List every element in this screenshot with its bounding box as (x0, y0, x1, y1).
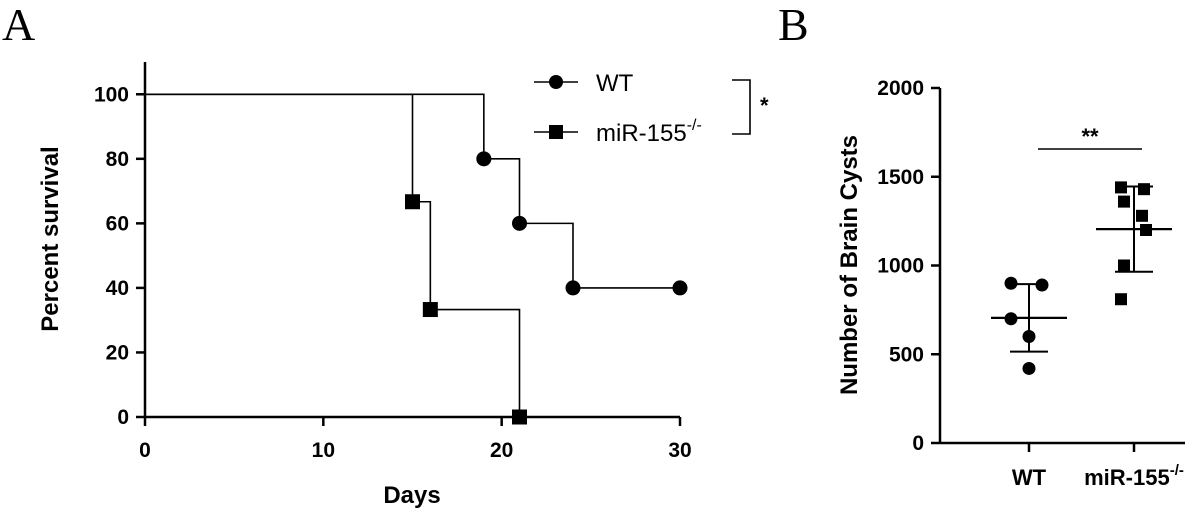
panel-b-x-tick-label-mir155: miR-155-/- (1084, 462, 1184, 490)
panel-a-x-tick-label: 10 (312, 439, 335, 462)
data-point-mir155 (1115, 293, 1127, 306)
panel-a-y-tick-label: 100 (94, 83, 129, 106)
data-point-mir155 (1118, 259, 1130, 272)
panel-a-y-tick-label: 60 (106, 212, 129, 235)
panel-b-y-tick-label: 500 (889, 343, 924, 366)
survival-point-mir155 (422, 302, 438, 318)
survival-line-mir155 (145, 93, 521, 417)
panel-a-y-tick-label: 40 (106, 277, 129, 300)
data-point-wt (1022, 361, 1036, 375)
survival-point-wt (565, 280, 581, 296)
panel-a-legend: WT miR-155-/- * (534, 70, 769, 147)
legend-mir-marker (549, 125, 563, 139)
panel-b-brain-cysts-chart: 0 500 1000 1500 2000 WT miR-155-/- Number of … (836, 77, 1185, 490)
survival-point-mir155 (512, 409, 527, 425)
survival-point-wt (672, 280, 688, 296)
panel-a-x-tick-label: 30 (668, 439, 691, 462)
data-point-mir155 (1115, 181, 1127, 194)
data-point-wt (1004, 276, 1018, 290)
data-point-mir155 (1140, 224, 1152, 236)
data-point-mir155 (1136, 209, 1148, 222)
survival-point-mir155 (405, 194, 420, 210)
panel-b-y-tick-label: 1500 (877, 166, 924, 189)
legend-wt-label: WT (596, 70, 634, 97)
panel-b-x-tick-superscript: -/- (1170, 462, 1184, 479)
survival-point-wt (476, 151, 492, 167)
data-point-wt (1035, 278, 1049, 292)
panel-a-x-title: Days (383, 482, 440, 509)
panel-b-x-tick-label-wt: WT (1012, 465, 1047, 490)
data-point-wt (1004, 312, 1018, 326)
legend-wt-marker (549, 75, 563, 89)
legend-mir-label: miR-155-/- (596, 117, 702, 147)
significance-label-b: ** (1081, 124, 1099, 149)
data-point-mir155 (1118, 195, 1130, 208)
panel-a-x-tick-label: 20 (490, 439, 513, 462)
panel-a-y-tick-label: 80 (106, 148, 129, 171)
panel-b-y-tick-label: 2000 (877, 77, 924, 100)
panel-a-y-title: Percent survival (37, 146, 64, 331)
panel-b-letter: B (778, 0, 809, 50)
survival-point-wt (512, 215, 527, 231)
panel-b-y-tick-label: 1000 (877, 255, 924, 278)
panel-a-y-tick-label: 20 (106, 341, 129, 364)
panel-b-y-tick-label: 0 (912, 432, 924, 455)
data-point-mir155 (1138, 183, 1150, 196)
significance-bracket-a (732, 79, 751, 135)
significance-label-a: * (760, 93, 769, 118)
survival-line-wt (145, 93, 680, 289)
data-point-wt (1022, 330, 1036, 343)
panel-a-y-tick-label: 0 (117, 406, 129, 429)
panel-b-y-title: Number of Brain Cysts (836, 135, 863, 395)
panel-a-letter: A (2, 0, 35, 50)
panel-a-x-tick-label: 0 (139, 439, 151, 462)
panel-a-survival-chart: 0 20 40 60 80 100 0 10 20 30 Days Percent surviva… (37, 62, 769, 509)
